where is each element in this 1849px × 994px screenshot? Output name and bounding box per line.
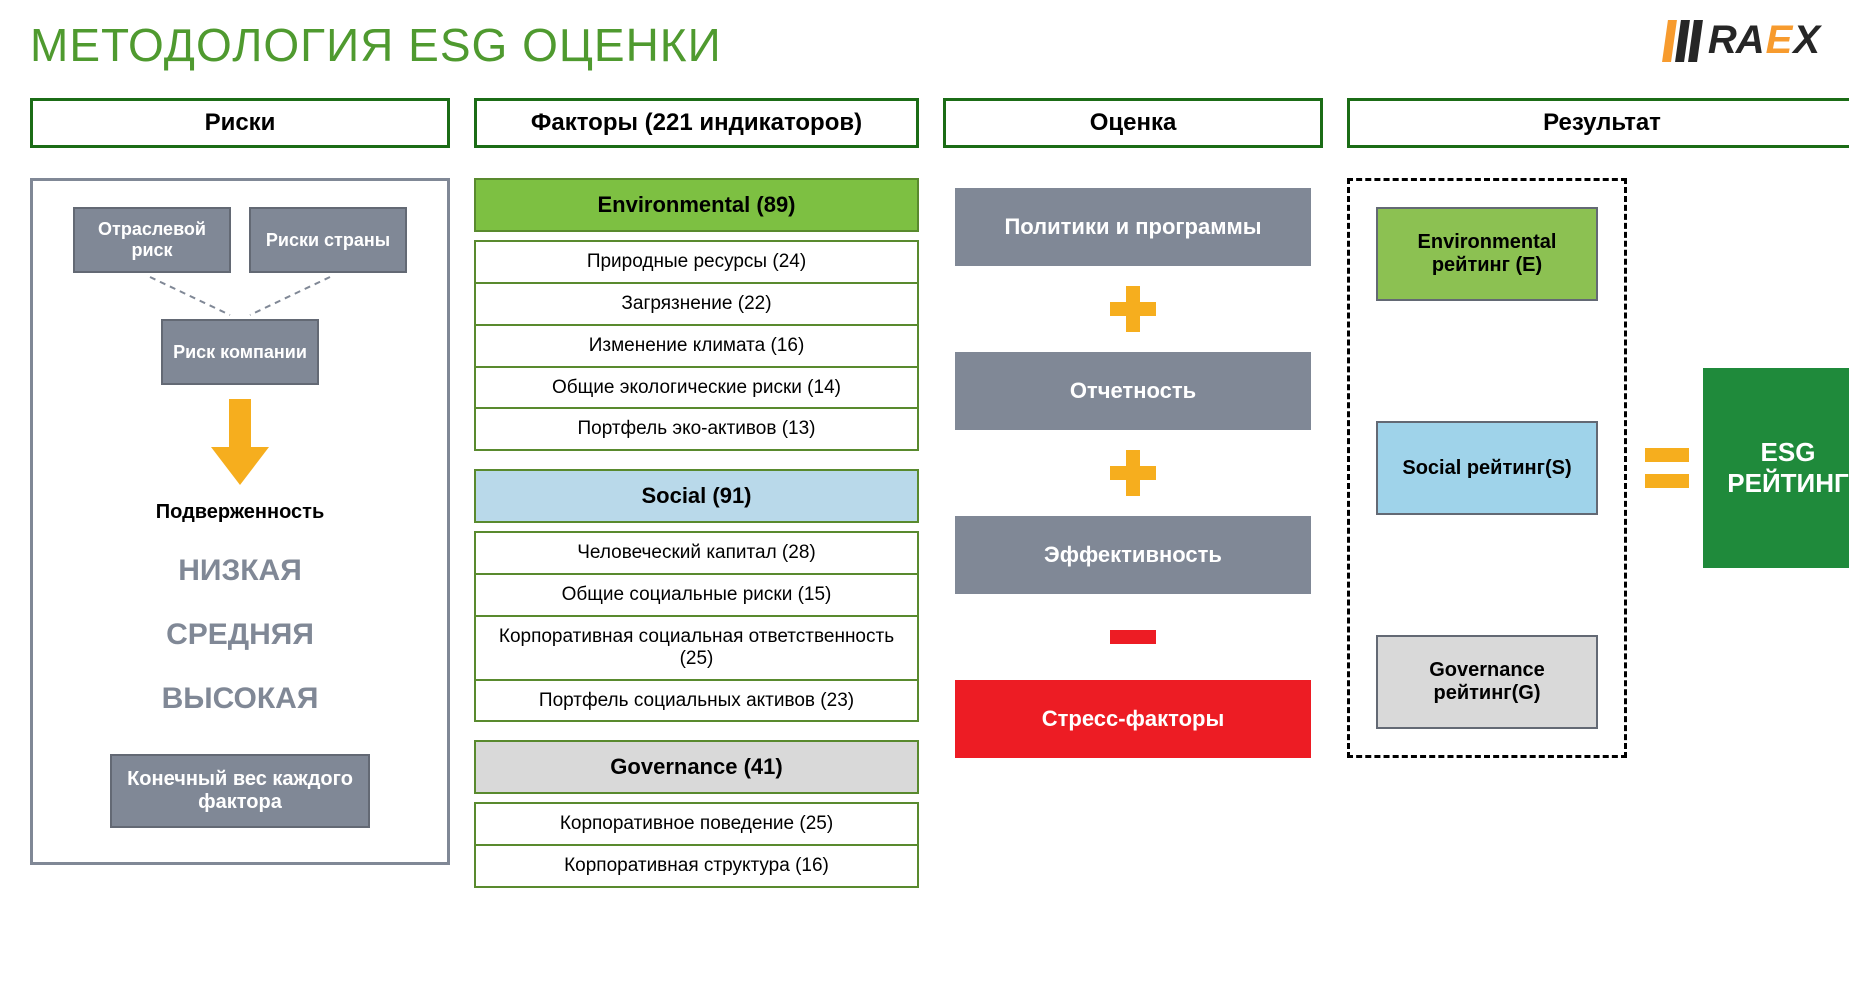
evaluation-box: Отчетность bbox=[955, 352, 1311, 430]
factor-item: Загрязнение (22) bbox=[474, 284, 919, 326]
industry-risk-box: Отраслевой риск bbox=[73, 207, 231, 273]
dashed-connectors bbox=[80, 273, 400, 319]
plus-icon bbox=[1108, 448, 1158, 498]
risks-panel: Отраслевой риск Риски страны Риск компан… bbox=[30, 178, 450, 865]
factor-item: Изменение климата (16) bbox=[474, 326, 919, 368]
risks-column: Риски Отраслевой риск Риски страны Риск … bbox=[30, 98, 450, 888]
level-low: НИЗКАЯ bbox=[178, 554, 302, 588]
plus-icon bbox=[1108, 284, 1158, 334]
factor-section-header: Environmental (89) bbox=[474, 178, 919, 232]
factors-column: Факторы (221 индикаторов) Environmental … bbox=[474, 98, 919, 888]
risks-header: Риски bbox=[30, 98, 450, 148]
logo-text-ra: RA bbox=[1708, 18, 1764, 63]
result-rating-box: Environmental рейтинг (E) bbox=[1376, 207, 1598, 301]
result-rating-box: Governance рейтинг(G) bbox=[1376, 635, 1598, 729]
factor-section-header: Social (91) bbox=[474, 469, 919, 523]
evaluation-box: Эффективность bbox=[955, 516, 1311, 594]
page-title: МЕТОДОЛОГИЯ ESG ОЦЕНКИ bbox=[30, 18, 722, 72]
raex-logo: RAEX bbox=[1665, 18, 1819, 63]
arrow-down-icon bbox=[205, 399, 275, 489]
factor-item: Корпоративное поведение (25) bbox=[474, 802, 919, 846]
factor-item: Портфель социальных активов (23) bbox=[474, 681, 919, 723]
logo-bar-2 bbox=[1675, 20, 1690, 62]
factor-item: Природные ресурсы (24) bbox=[474, 240, 919, 284]
evaluation-column: Оценка Политики и программы Отчетность Эфф… bbox=[943, 98, 1323, 888]
result-ratings-panel: Environmental рейтинг (E) Social рейтинг(… bbox=[1347, 178, 1627, 758]
factor-item: Корпоративная социальная ответственность… bbox=[474, 617, 919, 681]
country-risk-box: Риски страны bbox=[249, 207, 407, 273]
result-column: Результат Environmental рейтинг (E) Socia… bbox=[1347, 98, 1849, 888]
factor-item: Портфель эко-активов (13) bbox=[474, 409, 919, 451]
factor-item: Человеческий капитал (28) bbox=[474, 531, 919, 575]
level-medium: СРЕДНЯЯ bbox=[166, 618, 314, 652]
evaluation-box: Политики и программы bbox=[955, 188, 1311, 266]
logo-text-x: X bbox=[1793, 18, 1819, 63]
logo-bar-1 bbox=[1662, 20, 1677, 62]
factor-section-header: Governance (41) bbox=[474, 740, 919, 794]
esg-rating-box: ESG РЕЙТИНГ bbox=[1703, 368, 1849, 568]
evaluation-header: Оценка bbox=[943, 98, 1323, 148]
factor-item: Корпоративная структура (16) bbox=[474, 846, 919, 888]
level-high: ВЫСОКАЯ bbox=[162, 682, 319, 716]
final-weight-box: Конечный вес каждого фактора bbox=[110, 754, 370, 828]
logo-bar-3 bbox=[1688, 20, 1703, 62]
factor-item: Общие экологические риски (14) bbox=[474, 368, 919, 410]
equals-icon bbox=[1645, 438, 1689, 498]
company-risk-box: Риск компании bbox=[161, 319, 319, 385]
logo-text-e: E bbox=[1766, 18, 1792, 63]
logo-bars bbox=[1665, 20, 1700, 62]
result-header: Результат bbox=[1347, 98, 1849, 148]
minus-icon bbox=[1108, 612, 1158, 662]
evaluation-box: Стресс-факторы bbox=[955, 680, 1311, 758]
exposure-label: Подверженность bbox=[156, 501, 325, 524]
factors-header: Факторы (221 индикаторов) bbox=[474, 98, 919, 148]
factor-item: Общие социальные риски (15) bbox=[474, 575, 919, 617]
result-rating-box: Social рейтинг(S) bbox=[1376, 421, 1598, 515]
